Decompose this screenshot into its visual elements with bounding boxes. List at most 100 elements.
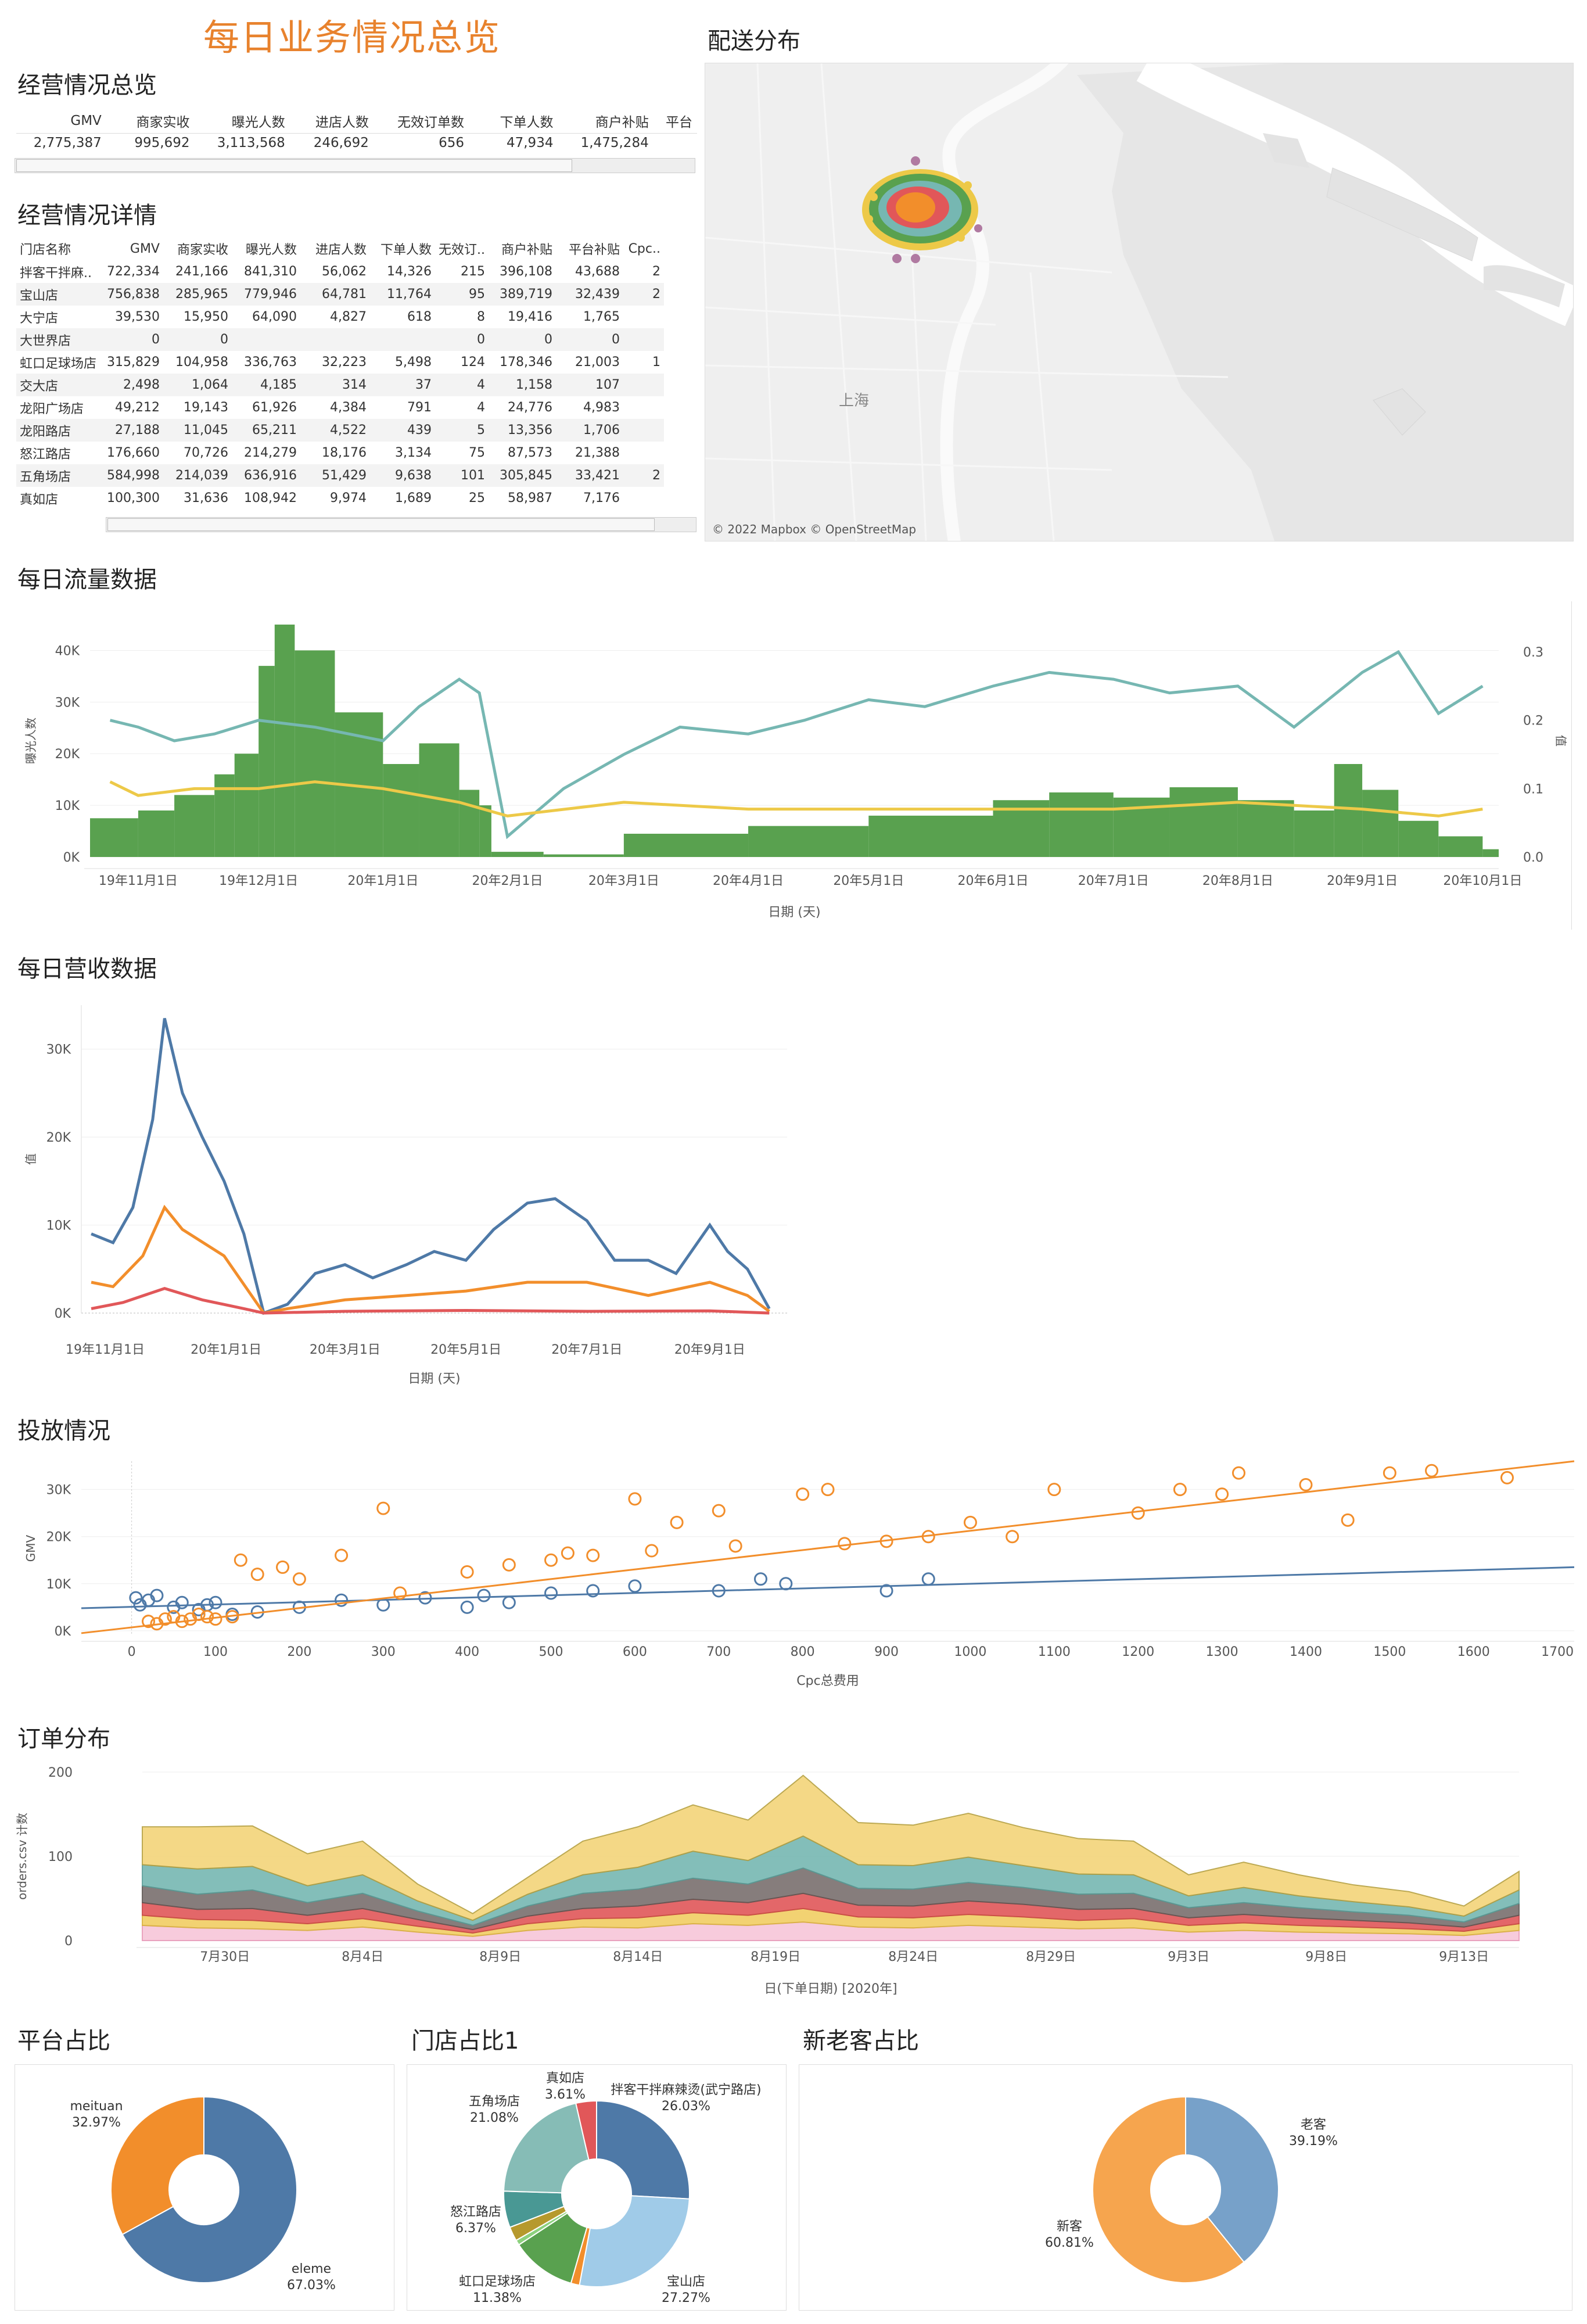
revenue-y-tick: 30K (46, 1043, 71, 1057)
table-row[interactable]: 虹口足球场店 315,829 104,958 336,763 32,223 5,498 12… (16, 351, 664, 374)
ads-x-tick: 700 (706, 1645, 731, 1659)
orders-x-label: 日(下单日期) [2020年] (764, 1982, 897, 1996)
ads-point (586, 1548, 600, 1562)
overview-col-header[interactable]: GMV (70, 113, 102, 128)
map-city-label: 上海 (839, 392, 870, 410)
revenue-line-1 (91, 1018, 771, 1315)
pie-label-name: 五角场店 (469, 2095, 520, 2109)
detail-col-header[interactable]: 平台补贴 (568, 243, 620, 257)
detail-cell: 15,950 (184, 310, 228, 324)
table-row[interactable]: 大宁店 39,530 15,950 64,090 4,827 618 8 19,416 1,76… (16, 306, 664, 328)
overview-col-header[interactable]: 无效订单数 (397, 115, 465, 130)
detail-table-wrap: 门店名称 GMV 商家实收 曝光人数 进店人数 下单人数 无效订.. 商户补贴 平台补贴 Cpc.… (16, 237, 697, 516)
detail-cell: 0 (103, 328, 163, 351)
overview-cell: 246,692 (313, 135, 369, 150)
detail-cell: 龙阳路店 (16, 419, 103, 442)
ads-chart[interactable]: 0K 10K 20K 30K 0 100 200 300 400 500 600 700 800 900 1… (15, 1450, 1577, 1711)
orders-chart[interactable]: 0 100 200 7月30日 8月4日 8月9日 8月14日 8月19日 8月24日 8月29日… (15, 1760, 1577, 2004)
ads-point (838, 1537, 852, 1551)
overview-col-header[interactable]: 下单人数 (500, 115, 554, 130)
traffic-right-tick: 0.3 (1523, 645, 1543, 660)
ads-point (821, 1483, 835, 1497)
detail-cell: 1,689 (395, 491, 432, 505)
detail-cell: 107 (555, 374, 623, 396)
detail-cell: 722,334 (107, 264, 160, 279)
traffic-bar (459, 790, 480, 857)
detail-scrollbar[interactable] (106, 517, 696, 532)
overview-col-header[interactable]: 曝光人数 (231, 115, 285, 130)
detail-cell: 五角场店 (16, 464, 103, 487)
overview-cell: 656 (439, 135, 465, 150)
store-pie-chart[interactable]: 拌客干拌麻辣烫(武宁路店) 26.03% 宝山店 27.27% 虹口足球场店 11.38%… (407, 2064, 787, 2311)
detail-cell: 43,688 (575, 264, 620, 279)
overview-col-header[interactable]: 商家实收 (136, 115, 190, 130)
detail-cell: 交大店 (16, 374, 103, 396)
table-row[interactable]: 交大店 2,498 1,064 4,185 314 37 4 1,158 107 (16, 374, 664, 396)
customer-pie-chart[interactable]: 老客 39.19% 新客 60.81% (799, 2064, 1572, 2311)
detail-col-header[interactable]: 下单人数 (380, 243, 432, 257)
detail-cell: 51,429 (300, 464, 370, 487)
detail-cell: 100,300 (107, 491, 160, 505)
detail-col-header[interactable]: 进店人数 (315, 243, 367, 257)
page-title: 每日业务情况总览 (203, 16, 501, 59)
detail-cell: 64,781 (300, 283, 370, 306)
map-canvas[interactable] (705, 63, 1573, 541)
detail-col-header[interactable]: 曝光人数 (245, 243, 297, 257)
revenue-chart[interactable]: 0K 10K 20K 30K 19年11月1日 20年1月1日 20年3月1日 20年5月1日… (15, 988, 793, 1394)
table-row[interactable]: 大世界店 0 0 0 0 0 (16, 328, 664, 351)
overview-scroll-thumb[interactable] (16, 159, 572, 172)
detail-cell: 4,384 (330, 400, 367, 415)
pie-label-name: 拌客干拌麻辣烫(武宁路店) (611, 2083, 761, 2097)
table-row[interactable]: 拌客干拌麻.. 722,334 241,166 841,310 56,062 14,326… (16, 260, 664, 283)
ads-point (158, 1612, 172, 1626)
overview-col-header[interactable]: 商户补贴 (595, 115, 649, 130)
delivery-map[interactable]: 上海 © 2022 Mapbox © OpenStreetMap (705, 63, 1574, 541)
detail-cell: 65,211 (231, 419, 300, 442)
detail-cell: 3,134 (395, 446, 432, 460)
table-row[interactable]: 真如店 100,300 31,636 108,942 9,974 1,689 25 58,98… (16, 487, 664, 510)
detail-col-header[interactable]: Cpc.. (628, 241, 660, 256)
detail-cell: 56,062 (322, 264, 367, 279)
orders-y-tick: 100 (48, 1850, 73, 1864)
traffic-line-2 (109, 780, 1483, 817)
detail-col-header[interactable]: GMV (130, 241, 160, 256)
table-row[interactable]: 龙阳路店 27,188 11,045 65,211 4,522 439 5 13,356 1,7… (16, 419, 664, 442)
table-row[interactable]: 龙阳广场店 49,212 19,143 61,926 4,384 791 4 24,776 4,… (16, 396, 664, 419)
traffic-left-tick: 0K (63, 851, 80, 865)
detail-cell: 8 (476, 310, 485, 324)
detail-cell: 大宁店 (20, 311, 59, 326)
detail-cell: 5 (435, 419, 489, 442)
ads-point (879, 1584, 893, 1598)
traffic-left-tick: 40K (55, 644, 80, 658)
detail-cell: 305,845 (488, 464, 556, 487)
table-row[interactable]: 五角场店 584,998 214,039 636,916 51,429 9,638 101 3… (16, 464, 664, 487)
traffic-bar (868, 815, 993, 857)
overview-col-header[interactable]: 平台 (666, 115, 692, 130)
table-row[interactable]: 怒江路店 176,660 70,726 214,279 18,176 3,134 75 87,… (16, 442, 664, 464)
detail-cell: 9,974 (330, 491, 367, 505)
detail-cell: 7,176 (583, 491, 620, 505)
detail-col-header[interactable]: 门店名称 (20, 243, 71, 257)
revenue-x-tick: 20年1月1日 (191, 1343, 261, 1357)
traffic-chart[interactable]: 0K 10K 20K 30K 40K 0.0 0.1 0.2 0.3 19年11月1日 19年12月… (15, 601, 1571, 930)
orders-x-tick: 7月30日 (200, 1950, 250, 1964)
detail-cell: 31,636 (184, 491, 228, 505)
detail-scroll-thumb[interactable] (107, 518, 655, 531)
overview-col-header[interactable]: 进店人数 (315, 115, 369, 130)
traffic-bar (1438, 836, 1483, 857)
ads-point (628, 1492, 642, 1506)
orders-area-6 (142, 1774, 1520, 1921)
revenue-title: 每日营收数据 (17, 956, 157, 982)
detail-col-header[interactable]: 商户补贴 (501, 243, 552, 257)
map-attribution[interactable]: © 2022 Mapbox © OpenStreetMap (712, 522, 917, 536)
traffic-frame (15, 601, 1572, 930)
orders-x-tick: 9月13日 (1439, 1950, 1489, 1964)
overview-scrollbar[interactable] (15, 158, 695, 173)
table-row[interactable]: 宝山店 756,838 285,965 779,946 64,781 11,764 95 38… (16, 283, 664, 306)
detail-col-header[interactable]: 无效订.. (438, 243, 485, 257)
detail-col-header[interactable]: 商家实收 (177, 243, 228, 257)
detail-cell: 虹口足球场店 (20, 356, 97, 371)
revenue-y-tick: 0K (55, 1307, 71, 1321)
ads-x-tick: 200 (287, 1645, 311, 1659)
